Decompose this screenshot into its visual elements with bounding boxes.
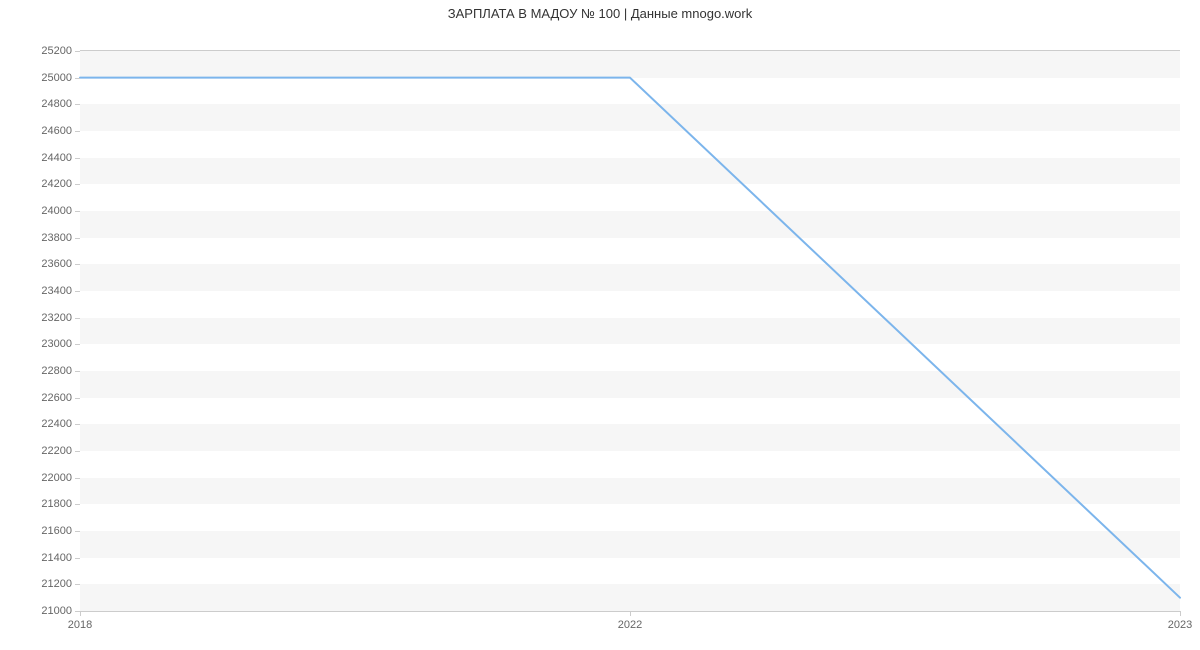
- y-axis-tick: [75, 238, 80, 239]
- y-axis-tick: [75, 558, 80, 559]
- y-axis-label: 24800: [41, 98, 72, 110]
- y-axis-tick: [75, 211, 80, 212]
- y-axis-label: 22800: [41, 365, 72, 377]
- series-salary: [80, 78, 1180, 598]
- y-axis-label: 25200: [41, 45, 72, 57]
- y-axis-tick: [75, 424, 80, 425]
- y-axis-tick: [75, 584, 80, 585]
- y-axis-tick: [75, 264, 80, 265]
- y-axis-tick: [75, 451, 80, 452]
- x-axis-tick: [80, 611, 81, 616]
- y-axis-tick: [75, 344, 80, 345]
- x-axis-tick: [1180, 611, 1181, 616]
- chart-title: ЗАРПЛАТА В МАДОУ № 100 | Данные mnogo.wo…: [0, 6, 1200, 21]
- y-axis-label: 25000: [41, 72, 72, 84]
- y-axis-label: 22200: [41, 445, 72, 457]
- y-axis-tick: [75, 478, 80, 479]
- y-axis-label: 23600: [41, 258, 72, 270]
- x-axis-label: 2022: [618, 619, 642, 631]
- y-axis-label: 24200: [41, 178, 72, 190]
- y-axis-tick: [75, 291, 80, 292]
- y-axis-tick: [75, 504, 80, 505]
- y-axis-label: 22400: [41, 418, 72, 430]
- y-axis-tick: [75, 51, 80, 52]
- plot-area: 2100021200214002160021800220002220022400…: [80, 50, 1180, 612]
- y-axis-tick: [75, 398, 80, 399]
- y-axis-tick: [75, 158, 80, 159]
- y-axis-tick: [75, 318, 80, 319]
- y-axis-label: 23000: [41, 338, 72, 350]
- y-axis-label: 22000: [41, 472, 72, 484]
- salary-line-chart: ЗАРПЛАТА В МАДОУ № 100 | Данные mnogo.wo…: [0, 0, 1200, 650]
- y-axis-label: 21400: [41, 552, 72, 564]
- y-axis-label: 24600: [41, 125, 72, 137]
- y-axis-label: 23200: [41, 312, 72, 324]
- y-axis-tick: [75, 531, 80, 532]
- y-axis-tick: [75, 104, 80, 105]
- x-axis-label: 2023: [1168, 619, 1192, 631]
- y-axis-label: 24400: [41, 152, 72, 164]
- y-axis-label: 24000: [41, 205, 72, 217]
- y-axis-label: 21200: [41, 578, 72, 590]
- y-axis-label: 21000: [41, 605, 72, 617]
- y-axis-tick: [75, 131, 80, 132]
- x-axis-label: 2018: [68, 619, 92, 631]
- y-axis-label: 23800: [41, 232, 72, 244]
- y-axis-tick: [75, 371, 80, 372]
- y-axis-tick: [75, 78, 80, 79]
- y-axis-label: 21800: [41, 498, 72, 510]
- x-axis-tick: [630, 611, 631, 616]
- y-axis-tick: [75, 184, 80, 185]
- y-axis-label: 22600: [41, 392, 72, 404]
- y-axis-label: 23400: [41, 285, 72, 297]
- line-layer: [80, 51, 1180, 611]
- y-axis-label: 21600: [41, 525, 72, 537]
